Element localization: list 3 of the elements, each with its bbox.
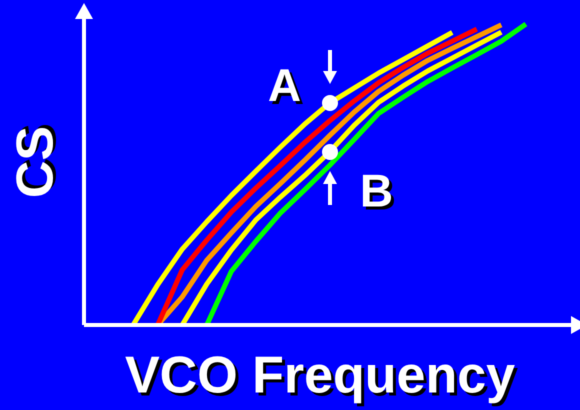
- x-axis-title: VCO Frequency: [124, 346, 516, 404]
- annotation: B: [362, 168, 396, 220]
- annotation: A: [270, 62, 304, 114]
